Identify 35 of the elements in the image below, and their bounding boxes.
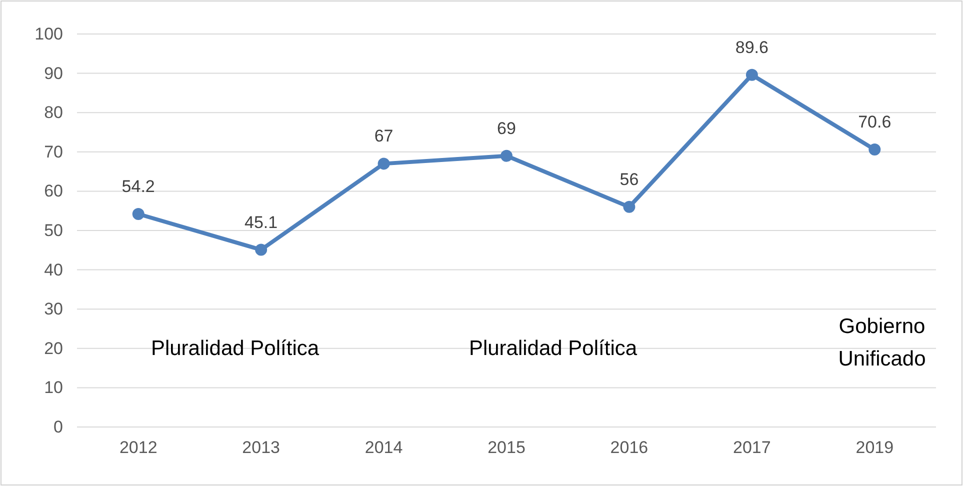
annotation: Pluralidad Política bbox=[468, 337, 638, 360]
data-label: 67 bbox=[374, 126, 394, 146]
y-tick-label: 100 bbox=[34, 24, 63, 44]
data-label: 54.2 bbox=[122, 176, 155, 196]
annotation: Pluralidad Política bbox=[150, 337, 320, 360]
y-tick-label: 10 bbox=[44, 378, 63, 398]
y-tick-label: 40 bbox=[44, 260, 63, 280]
y-tick-label: 50 bbox=[44, 220, 63, 240]
x-tick-label: 2012 bbox=[119, 438, 158, 458]
point bbox=[746, 68, 758, 81]
y-tick-label: 60 bbox=[44, 182, 63, 201]
x-tick-label: 2014 bbox=[364, 438, 403, 458]
y-tick-label: 30 bbox=[44, 300, 63, 319]
point bbox=[500, 150, 512, 162]
data-label: 56 bbox=[620, 170, 639, 189]
y-tick-label: 20 bbox=[44, 338, 63, 358]
y-tick-label: 70 bbox=[44, 142, 63, 162]
data-label: 69 bbox=[497, 118, 516, 138]
y-tick-label: 0 bbox=[54, 417, 63, 436]
x-tick-label: 2019 bbox=[856, 438, 894, 458]
point bbox=[132, 208, 144, 220]
point bbox=[255, 244, 268, 256]
x-tick-label: 2017 bbox=[733, 438, 771, 458]
y-tick-label: 90 bbox=[44, 64, 63, 83]
annotation: Gobierno Unificado bbox=[838, 315, 926, 371]
x-tick-label: 2013 bbox=[242, 438, 280, 458]
data-label: 45.1 bbox=[244, 212, 278, 232]
y-tick-label: 80 bbox=[44, 103, 63, 122]
data-label: 89.6 bbox=[735, 38, 768, 57]
point bbox=[378, 158, 390, 170]
x-tick-label: 2015 bbox=[488, 438, 526, 458]
data-label: 70.6 bbox=[858, 112, 892, 132]
x-tick-label: 2016 bbox=[610, 438, 648, 458]
point bbox=[623, 200, 636, 213]
point bbox=[868, 144, 881, 156]
